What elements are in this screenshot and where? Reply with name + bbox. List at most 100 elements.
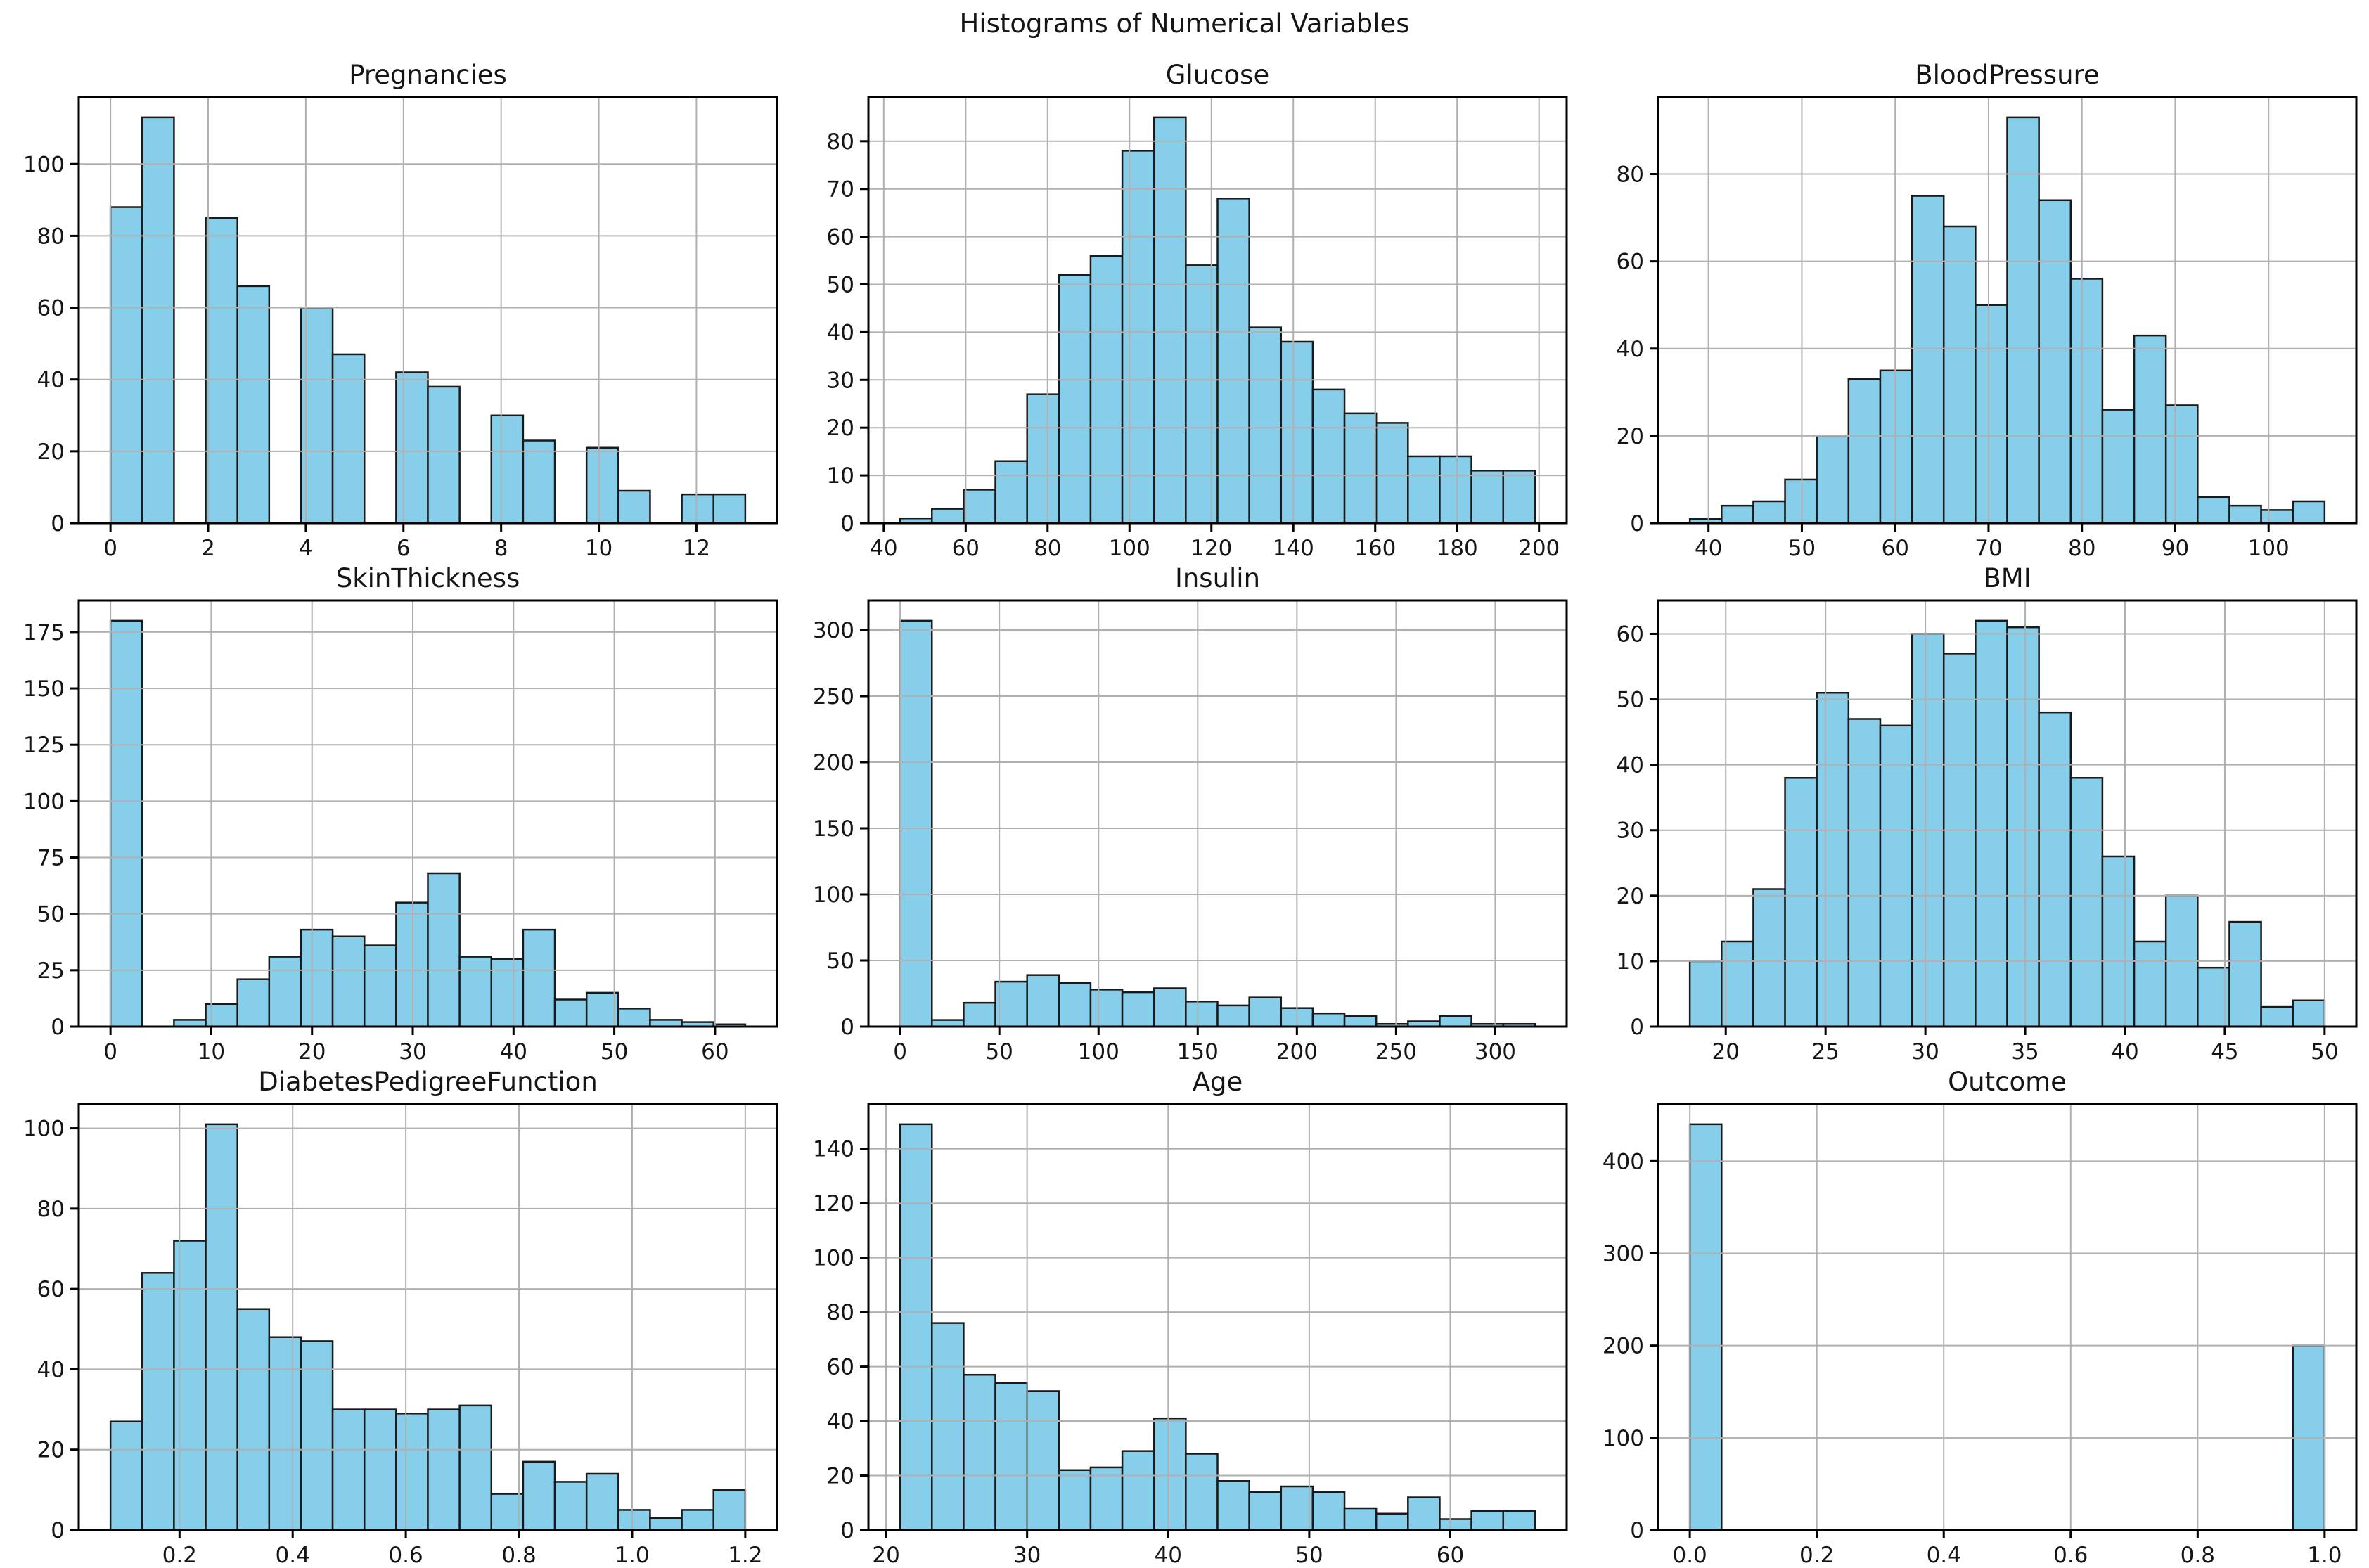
histogram-bar <box>1502 470 1536 525</box>
histogram-bar <box>1847 718 1882 1028</box>
x-tick-label: 0 <box>893 1039 907 1063</box>
histogram-bar <box>141 1272 175 1531</box>
histogram-bar <box>173 1240 207 1531</box>
histogram-bar <box>2260 1005 2294 1028</box>
x-tick-label: 1.0 <box>2307 1543 2342 1567</box>
x-tick-label: 300 <box>1475 1039 1516 1063</box>
histogram-bar <box>1375 1512 1409 1531</box>
y-tick-label: 80 <box>37 1197 65 1222</box>
histogram-bar <box>1784 478 1818 525</box>
x-tick-label: 50 <box>985 1039 1013 1063</box>
y-tick-label: 150 <box>813 816 854 842</box>
histogram-bar <box>1153 1417 1187 1531</box>
histogram-bar <box>300 928 334 1028</box>
y-tick-label: 40 <box>1617 337 1644 362</box>
y-tick-label: 80 <box>827 1300 854 1325</box>
x-tick-label: 100 <box>2248 536 2290 560</box>
y-tick-label: 200 <box>813 750 854 776</box>
histogram-bar <box>1721 504 1754 525</box>
x-tick-label: 120 <box>1190 536 1232 560</box>
histogram-bar <box>1089 255 1124 525</box>
histogram-bar <box>205 1123 238 1531</box>
y-tick-label: 0 <box>1630 511 1644 536</box>
axes-frame <box>77 599 778 1028</box>
histogram-bar <box>1153 116 1187 525</box>
y-tick-label: 250 <box>813 684 854 709</box>
y-tick-label: 80 <box>1617 162 1644 188</box>
y-tick-label: 60 <box>827 1355 854 1380</box>
x-tick-label: 0.8 <box>501 1543 536 1567</box>
y-tick-label: 50 <box>1617 688 1644 713</box>
x-tick-label: 12 <box>683 536 710 560</box>
y-tick-label: 100 <box>1603 1426 1644 1451</box>
histogram-bar <box>1688 1123 1723 1531</box>
subplot-bmi: BMI 20 25 30 35 40 45 50 0 10 20 30 40 50 60 <box>1579 561 2369 1065</box>
histogram-bar <box>617 489 651 525</box>
x-tick-label: 50 <box>1295 1543 1323 1567</box>
histogram-bar <box>331 935 366 1028</box>
y-tick-label: 30 <box>827 368 854 393</box>
axes-frame <box>867 96 1568 525</box>
x-tick-label: 160 <box>1354 536 1396 560</box>
y-tick-label: 30 <box>1617 818 1644 844</box>
histogram-skinthickness: 0 10 20 30 40 50 60 0 25 50 75 100 125 150 175 <box>23 599 778 1063</box>
y-tick-label: 80 <box>37 224 65 249</box>
x-tick-label: 2 <box>201 536 215 560</box>
axes-frame <box>1657 1103 2358 1531</box>
y-tick-label: 20 <box>37 1438 65 1463</box>
x-tick-label: 20 <box>1712 1039 1740 1063</box>
histogram-bar <box>395 1413 429 1531</box>
subplot-title: BMI <box>1983 563 2031 593</box>
histogram-bar <box>2164 404 2199 525</box>
histogram-bar <box>268 956 302 1028</box>
subplot-age: Age 20 30 40 50 60 0 20 40 60 80 100 120 140 <box>790 1065 1579 1568</box>
x-tick-label: 10 <box>198 1039 225 1063</box>
histogram-bar <box>109 1420 143 1531</box>
x-tick-label: 0.4 <box>1927 1543 1961 1567</box>
histogram-bar <box>1185 1453 1219 1531</box>
histogram-bar <box>585 1472 619 1531</box>
histogram-bar <box>2069 777 2104 1028</box>
histogram-bar <box>2006 626 2040 1028</box>
x-tick-label: 80 <box>2068 536 2095 560</box>
x-tick-label: 0.8 <box>2181 1543 2215 1567</box>
histogram-bar <box>2260 509 2294 525</box>
histogram-bar <box>1089 1466 1124 1531</box>
x-tick-label: 30 <box>1911 1039 1939 1063</box>
x-tick-label: 70 <box>1975 536 2002 560</box>
y-tick-label: 175 <box>23 620 65 645</box>
y-tick-label: 70 <box>827 177 854 203</box>
x-tick-label: 60 <box>952 536 980 560</box>
histogram-bar <box>963 1001 996 1028</box>
histogram-bar <box>617 1008 651 1028</box>
histogram-bar <box>1752 500 1786 525</box>
x-tick-label: 45 <box>2211 1039 2238 1063</box>
histogram-bar <box>331 1408 366 1531</box>
y-tick-label: 100 <box>813 882 854 908</box>
subplot-skinthickness: SkinThickness 0 10 20 30 40 50 60 0 25 50 75 100 125… <box>0 561 790 1065</box>
y-tick-label: 20 <box>827 416 854 441</box>
axes-frame <box>1657 599 2358 1028</box>
histogram-bar <box>1248 1491 1283 1531</box>
histogram-bar <box>1752 888 1786 1028</box>
histogram-bar <box>1439 1015 1472 1028</box>
subplot-insulin: Insulin 0 50 100 150 200 250 300 0 50 100 150 200 25… <box>790 561 1579 1065</box>
histogram-bar <box>1121 991 1155 1028</box>
subplot-diabetespedigreefunction: DiabetesPedigreeFunction 0.2 0.4 0.6 0.8 1.0… <box>0 1065 790 1568</box>
histogram-bar <box>236 285 271 525</box>
histogram-bar <box>522 439 556 525</box>
histogram-bar <box>1216 198 1250 525</box>
histogram-bar <box>1470 1510 1504 1531</box>
y-tick-label: 0 <box>51 1015 65 1040</box>
histogram-bar <box>1470 470 1504 525</box>
histogram-bar <box>1847 378 1882 525</box>
histogram-bar <box>1784 777 1818 1028</box>
histogram-bar <box>2038 199 2072 525</box>
y-tick-label: 60 <box>827 225 854 250</box>
y-tick-label: 300 <box>1603 1241 1644 1266</box>
histogram-bar <box>2228 504 2262 525</box>
x-tick-label: 30 <box>399 1039 426 1063</box>
x-tick-label: 60 <box>1437 1543 1464 1567</box>
histogram-bar <box>109 206 143 525</box>
